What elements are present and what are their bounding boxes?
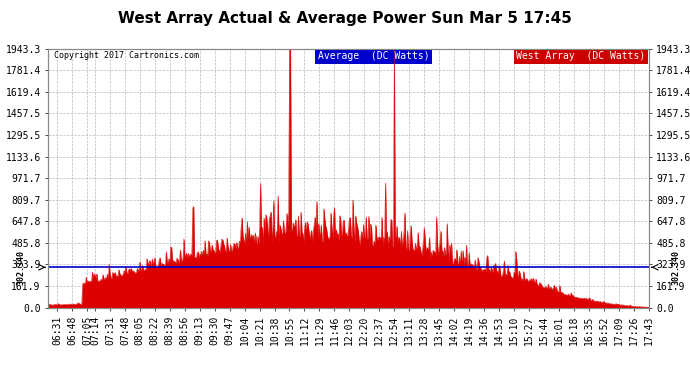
Text: 302.340: 302.340 [671,250,680,285]
Text: 302.340: 302.340 [17,250,26,285]
Text: Average  (DC Watts): Average (DC Watts) [318,51,429,62]
Text: West Array  (DC Watts): West Array (DC Watts) [516,51,646,62]
Text: West Array Actual & Average Power Sun Mar 5 17:45: West Array Actual & Average Power Sun Ma… [118,11,572,26]
Text: Copyright 2017 Cartronics.com: Copyright 2017 Cartronics.com [55,51,199,60]
